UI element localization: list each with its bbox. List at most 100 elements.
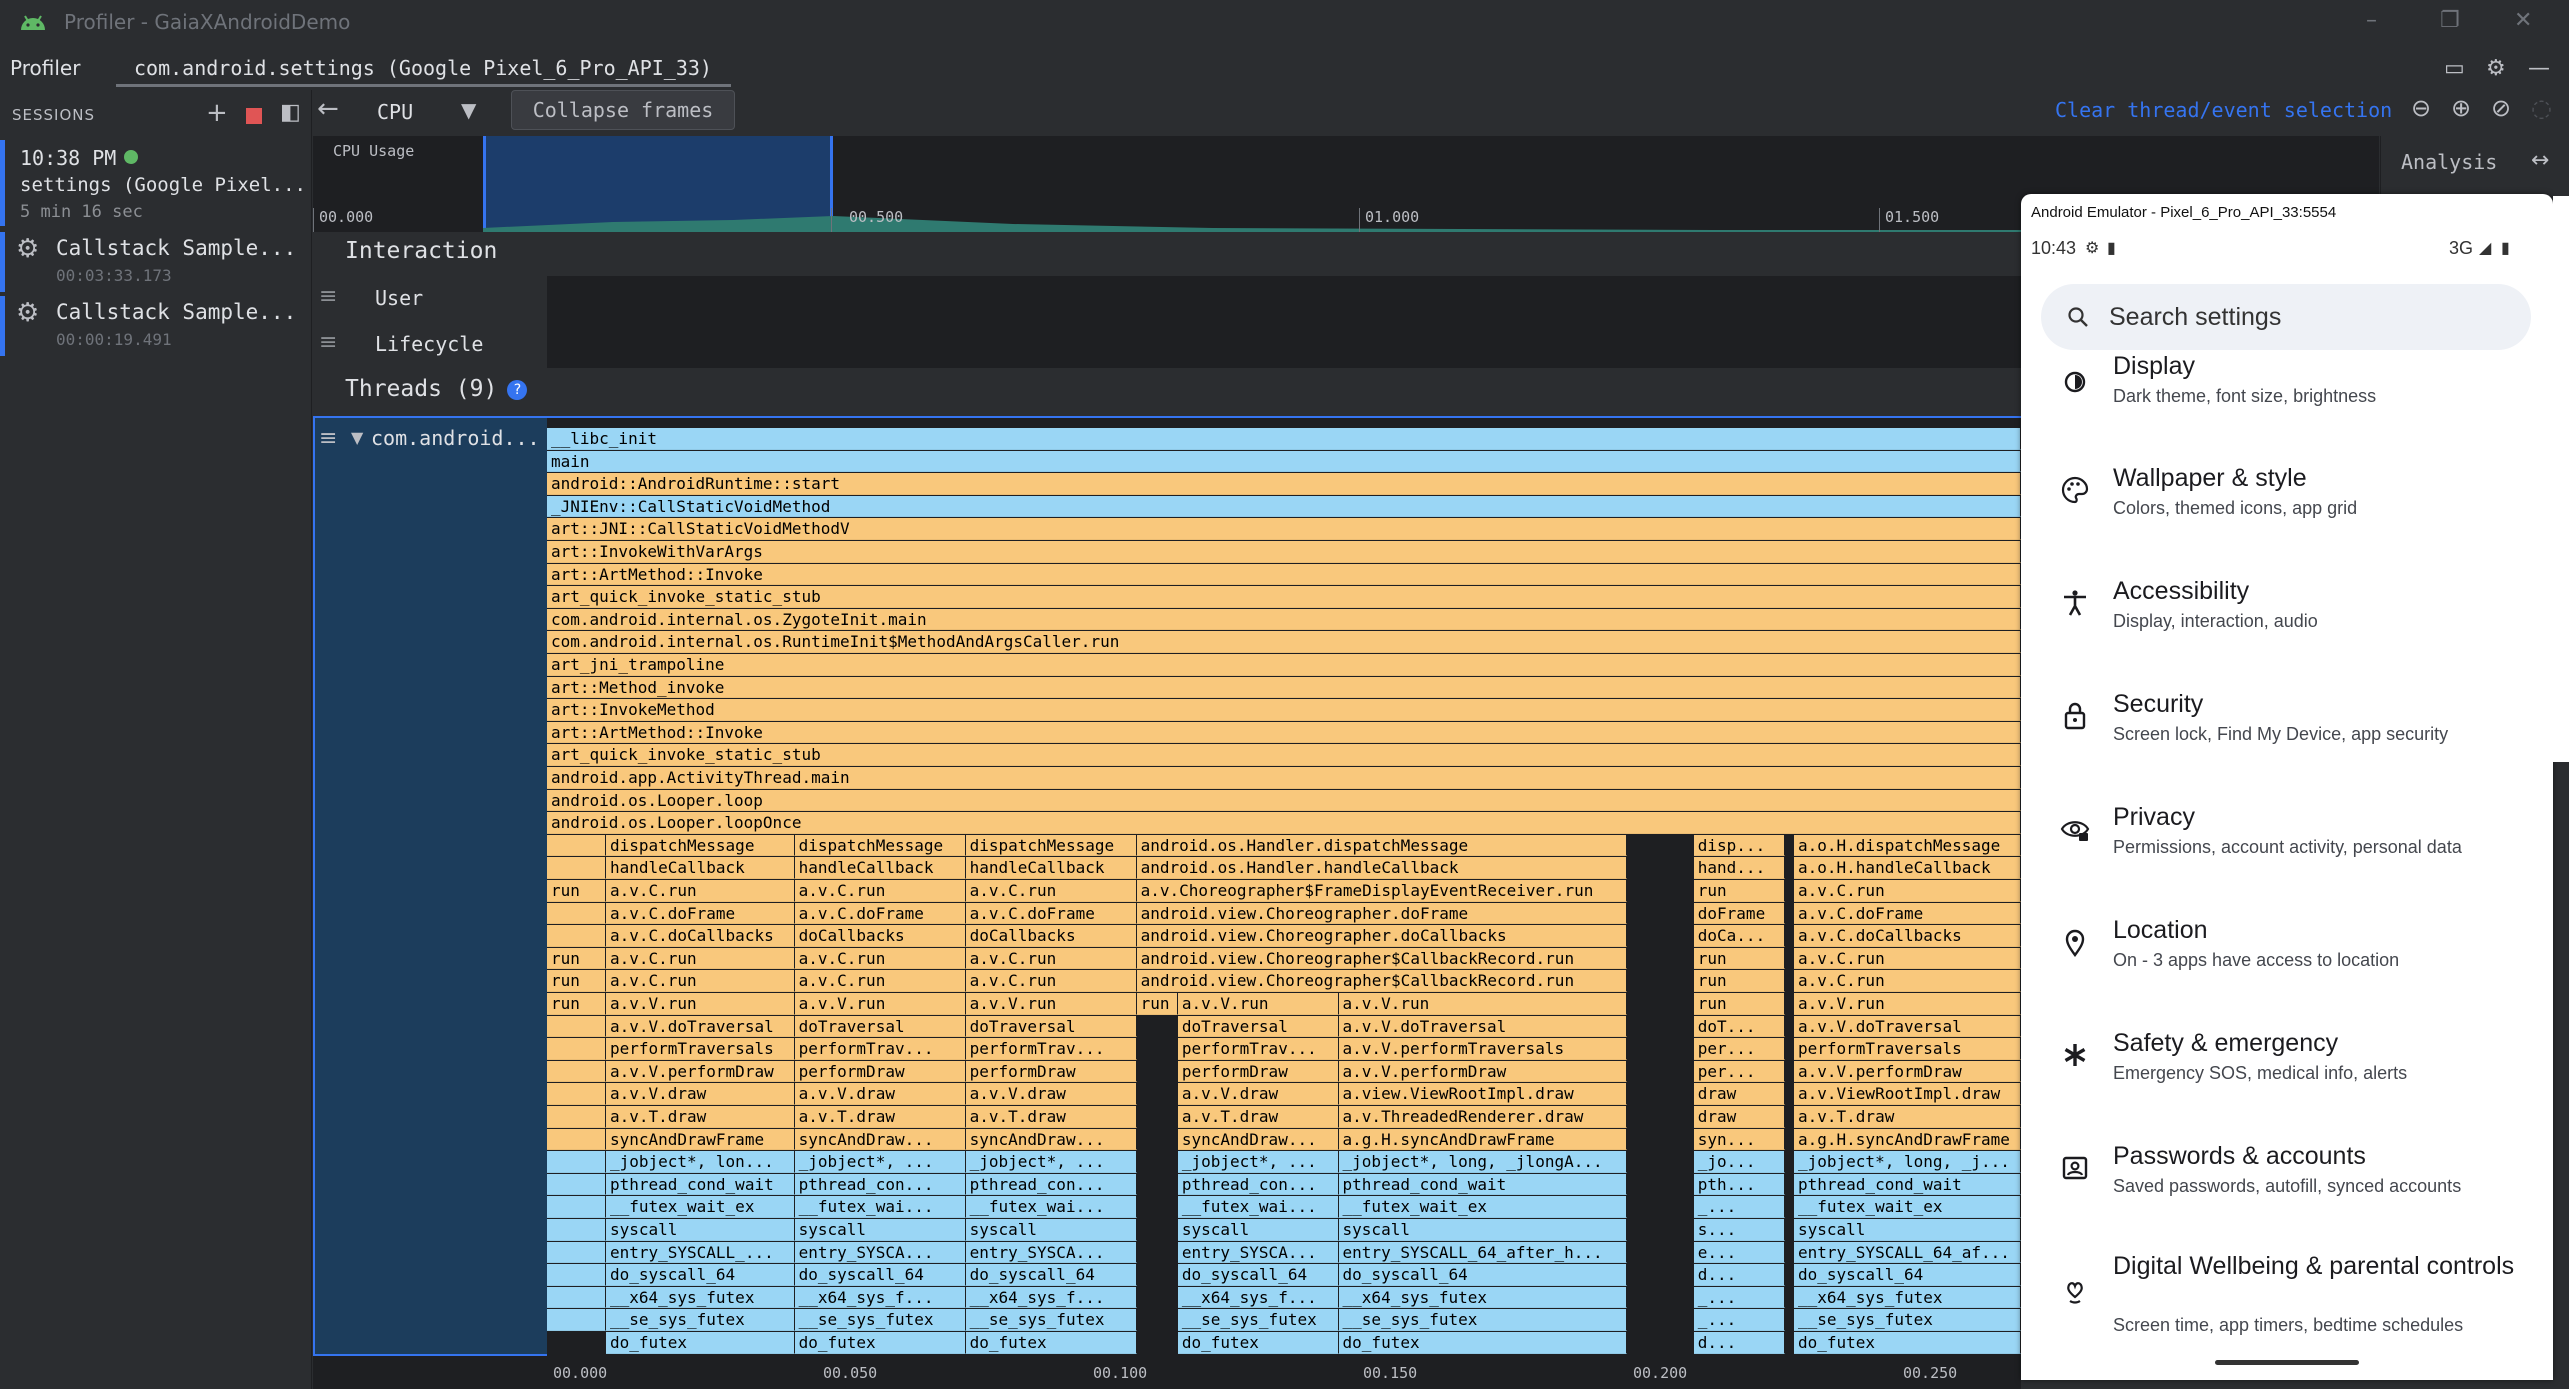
flame-frame[interactable]: a.v.C.run [1794,880,2021,902]
settings-item-security[interactable]: Security Screen lock, Find My Device, ap… [2021,678,2553,791]
flame-frame[interactable]: __se_sys_futex [965,1309,1137,1331]
flame-frame[interactable]: run [547,993,606,1015]
toggle-sessions-icon[interactable]: ◧ [280,100,301,125]
flame-frame[interactable]: entry_SYSCALL_64_af... [1794,1241,2021,1264]
flame-frame[interactable]: doCa... [1693,925,1786,947]
flame-frame[interactable]: __x64_sys_f... [965,1286,1137,1309]
collapse-frames-button[interactable]: Collapse frames [511,90,735,130]
flame-frame[interactable]: __x64_sys_futex [1338,1286,1628,1309]
flame-frame[interactable]: _jobject*, long, _jlongA... [1338,1151,1628,1173]
flame-frame[interactable]: entry_SYSCA... [965,1241,1137,1264]
flame-frame[interactable]: __futex_wait_ex [605,1196,795,1218]
flame-frame[interactable]: doCallbacks [794,925,966,947]
help-icon[interactable]: ? [507,380,528,400]
tab-profiler[interactable]: Profiler [10,56,81,80]
flame-frame[interactable] [547,1128,606,1151]
flame-frame[interactable]: pthread_cond_wait [1338,1173,1628,1196]
flame-frame[interactable]: do_syscall_64 [1794,1264,2021,1286]
flame-frame[interactable]: a.v.V.run [1794,993,2021,1015]
settings-item-accessibility[interactable]: Accessibility Display, interaction, audi… [2021,565,2553,678]
flame-frame[interactable]: doTraversal [965,1015,1137,1038]
flame-frame[interactable]: entry_SYSCALL_64_after_h... [1338,1241,1628,1264]
flame-frame[interactable]: performTrav... [1177,1038,1339,1060]
flame-frame[interactable]: android.os.Looper.loopOnce [547,812,2021,834]
flame-frame[interactable]: art::Method_invoke [547,676,2021,699]
flame-frame[interactable]: syn... [1693,1128,1786,1151]
flame-frame[interactable]: syncAndDrawFrame [605,1128,795,1151]
tab-session[interactable]: com.android.settings (Google Pixel_6_Pro… [134,56,712,80]
flame-frame[interactable]: per... [1693,1038,1786,1060]
flame-frame[interactable] [547,1060,606,1083]
flame-frame[interactable]: performTraversals [605,1038,795,1060]
flame-frame[interactable]: __se_sys_futex [1794,1309,2021,1331]
flame-frame[interactable]: a.v.C.run [605,880,795,902]
flame-frame[interactable]: android.app.ActivityThread.main [547,767,2021,789]
flame-frame[interactable]: android.view.Choreographer$CallbackRecor… [1136,947,1628,970]
flame-frame[interactable]: art::JNI::CallStaticVoidMethodV [547,518,2021,540]
settings-item-wallpaper[interactable]: Wallpaper & style Colors, themed icons, … [2021,452,2553,565]
time-selection-range[interactable] [483,136,833,232]
flame-frame[interactable]: a.v.V.doTraversal [1338,1015,1628,1038]
flame-frame[interactable]: handleCallback [794,857,966,879]
flame-frame[interactable]: a.g.H.syncAndDrawFrame [1794,1128,2021,1151]
drag-handle-icon[interactable]: ≡ [319,426,338,451]
flame-frame[interactable]: art_quick_invoke_static_stub [547,586,2021,608]
flame-frame[interactable]: hand... [1693,857,1786,879]
flame-frame[interactable]: a.v.T.draw [794,1106,966,1128]
flame-frame[interactable]: a.v.V.run [965,993,1137,1015]
flame-frame[interactable]: a.v.V.run [605,993,795,1015]
flame-frame[interactable]: a.v.V.run [1177,993,1339,1015]
flame-frame[interactable]: _... [1693,1196,1786,1218]
flame-frame[interactable]: d... [1693,1332,1786,1354]
flame-frame[interactable]: dispatchMessage [965,834,1137,857]
flame-frame[interactable] [547,1015,606,1038]
flame-frame[interactable]: d... [1693,1264,1786,1286]
flame-frame[interactable]: per... [1693,1060,1786,1083]
flame-frame[interactable]: a.v.Choreographer$FrameDisplayEventRecei… [1136,880,1628,902]
flame-frame[interactable]: a.v.T.draw [1794,1106,2021,1128]
flame-frame[interactable]: a.v.T.draw [605,1106,795,1128]
flame-frame[interactable]: pth... [1693,1173,1786,1196]
flame-frame[interactable]: a.v.V.draw [1177,1083,1339,1105]
flame-frame[interactable]: a.v.C.run [1794,970,2021,992]
flame-frame[interactable] [547,1219,606,1241]
flame-frame[interactable]: do_syscall_64 [794,1264,966,1286]
flame-frame[interactable]: e... [1693,1241,1786,1264]
flame-frame[interactable]: disp... [1693,834,1786,857]
flame-frame[interactable]: pthread_con... [794,1173,966,1196]
flame-frame[interactable]: __x64_sys_f... [794,1286,966,1309]
flame-frame[interactable]: syscall [1794,1219,2021,1241]
flame-frame[interactable]: _jobject*, ... [965,1151,1137,1173]
flame-frame[interactable]: do_futex [1177,1332,1339,1354]
flame-frame[interactable]: a.o.H.handleCallback [1794,857,2021,879]
flame-frame[interactable]: _jobject*, ... [1177,1151,1339,1173]
flame-frame[interactable]: do_syscall_64 [1177,1264,1339,1286]
flame-frame[interactable]: a.v.C.doFrame [794,902,966,925]
flame-frame[interactable]: do_syscall_64 [605,1264,795,1286]
flame-frame[interactable]: a.v.ThreadedRenderer.draw [1338,1106,1628,1128]
interaction-row-lifecycle[interactable]: ≡ Lifecycle [313,322,2313,368]
flame-frame[interactable]: a.o.H.dispatchMessage [1794,834,2021,857]
flame-frame[interactable]: a.v.V.performDraw [605,1060,795,1083]
session-artifact[interactable]: ⚙ Callstack Sample... 00:03:33.173 [0,232,312,292]
flame-frame[interactable] [547,1309,606,1331]
zoom-out-icon[interactable]: ⊖ [2411,94,2432,122]
flame-frame[interactable]: __x64_sys_f... [1177,1286,1339,1309]
flame-frame[interactable]: _... [1693,1309,1786,1331]
flame-frame[interactable]: s... [1693,1219,1786,1241]
flame-frame[interactable]: draw [1693,1106,1786,1128]
session-artifact[interactable]: ⚙ Callstack Sample... 00:00:19.491 [0,296,312,356]
settings-item-privacy[interactable]: Privacy Permissions, account activity, p… [2021,791,2553,904]
flame-frame[interactable]: __x64_sys_futex [605,1286,795,1309]
flame-frame[interactable]: _jobject*, ... [794,1151,966,1173]
flame-frame[interactable]: performTraversals [1794,1038,2021,1060]
flame-frame[interactable]: __se_sys_futex [1338,1309,1628,1331]
clear-selection-link[interactable]: Clear thread/event selection [2055,98,2393,122]
flame-frame[interactable]: pthread_con... [965,1173,1137,1196]
flame-frame[interactable]: run [1693,880,1786,902]
flame-frame[interactable] [547,1196,606,1218]
flame-frame[interactable]: pthread_con... [1177,1173,1339,1196]
flame-frame[interactable]: performDraw [1177,1060,1339,1083]
flame-frame[interactable]: run [1693,947,1786,970]
flame-frame[interactable]: __se_sys_futex [1177,1309,1339,1331]
